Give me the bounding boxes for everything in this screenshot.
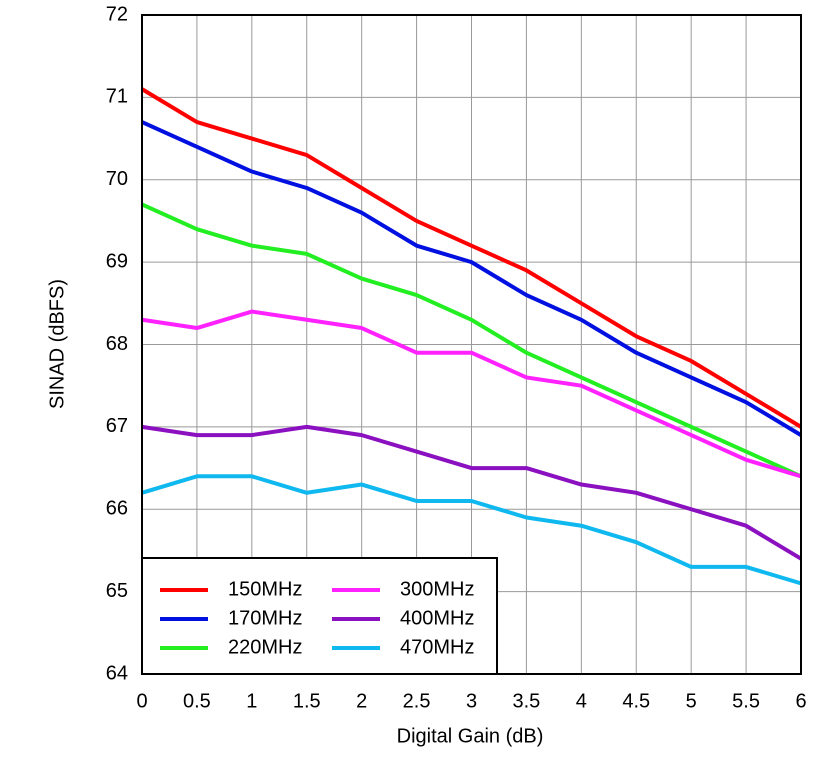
x-tick-label: 4 bbox=[576, 690, 587, 712]
y-tick-label: 71 bbox=[106, 86, 128, 108]
x-tick-label: 1 bbox=[246, 690, 257, 712]
x-tick-label: 4.5 bbox=[622, 690, 650, 712]
legend-label: 400MHz bbox=[400, 607, 474, 629]
x-tick-label: 2 bbox=[356, 690, 367, 712]
x-tick-label: 5.5 bbox=[732, 690, 760, 712]
x-tick-label: 3 bbox=[466, 690, 477, 712]
legend-label: 300MHz bbox=[400, 578, 474, 600]
x-tick-label: 1.5 bbox=[293, 690, 321, 712]
x-axis-label: Digital Gain (dB) bbox=[397, 725, 544, 747]
x-tick-label: 2.5 bbox=[403, 690, 431, 712]
y-axis-label: SINAD (dBFS) bbox=[46, 279, 68, 409]
legend-label: 150MHz bbox=[228, 578, 302, 600]
x-tick-label: 0 bbox=[136, 690, 147, 712]
legend-label: 220MHz bbox=[228, 636, 302, 658]
y-tick-label: 65 bbox=[106, 580, 128, 602]
series-line bbox=[141, 202, 802, 479]
series-line bbox=[141, 120, 803, 437]
legend-label: 170MHz bbox=[228, 607, 302, 629]
legend-box bbox=[141, 557, 498, 675]
series-line bbox=[141, 309, 802, 479]
y-tick-label: 70 bbox=[106, 168, 128, 190]
y-tick-label: 69 bbox=[106, 250, 128, 272]
y-tick-label: 72 bbox=[106, 3, 128, 25]
series-line bbox=[141, 424, 803, 561]
series-line bbox=[141, 474, 802, 586]
x-tick-label: 3.5 bbox=[513, 690, 541, 712]
y-tick-label: 64 bbox=[106, 662, 128, 684]
y-tick-label: 68 bbox=[106, 333, 128, 355]
x-tick-label: 5 bbox=[686, 690, 697, 712]
x-tick-label: 0.5 bbox=[183, 690, 211, 712]
legend-label: 470MHz bbox=[400, 636, 474, 658]
y-tick-label: 67 bbox=[106, 415, 128, 437]
series-line bbox=[140, 87, 803, 429]
x-tick-label: 6 bbox=[795, 690, 806, 712]
y-tick-label: 66 bbox=[106, 498, 128, 520]
